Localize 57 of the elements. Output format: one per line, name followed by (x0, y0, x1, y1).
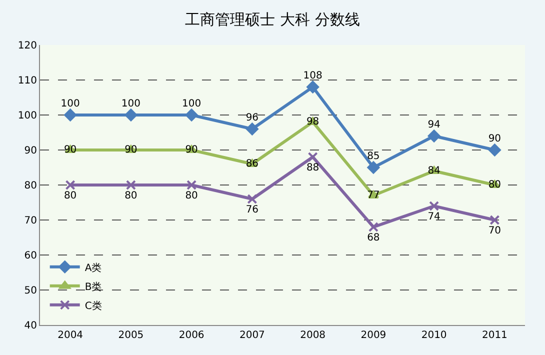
data-label: 74 (428, 212, 440, 222)
x-tick-label: 2007 (239, 330, 265, 341)
legend-label: C类 (84, 300, 102, 312)
point (126, 180, 136, 190)
point (308, 152, 318, 162)
x-tick-label: 2011 (482, 330, 508, 341)
y-tick-label: 50 (24, 286, 37, 296)
point (246, 122, 258, 136)
x-tick-label: 2004 (58, 330, 84, 341)
point (247, 194, 258, 204)
data-label: 96 (246, 112, 259, 124)
data-label: 77 (367, 190, 380, 201)
data-label: 85 (367, 151, 380, 162)
legend-label: A类 (84, 262, 102, 274)
data-label: 108 (303, 70, 322, 82)
data-label: 100 (60, 98, 80, 110)
data-label: 100 (121, 98, 140, 110)
y-tick-label: 90 (24, 146, 37, 156)
point (124, 108, 138, 122)
y-tick-label: 60 (24, 250, 37, 262)
y-tick-label: 70 (24, 216, 37, 226)
data-label: 90 (185, 144, 198, 156)
data-label: 80 (185, 190, 198, 202)
point (490, 215, 500, 225)
point (64, 108, 77, 122)
y-tick-label: 110 (18, 76, 37, 86)
data-label: 90 (64, 144, 77, 156)
x-tick-label: 2010 (421, 330, 447, 341)
data-label: 80 (64, 190, 77, 202)
point (367, 161, 380, 174)
chart-title: 工商管理硕士 大科 分数线 (185, 10, 360, 29)
x-tick-label: 2005 (118, 330, 144, 341)
y-tick-label: 80 (24, 180, 37, 192)
x-tick-label: 2008 (300, 330, 326, 341)
data-label: 76 (246, 204, 259, 216)
point (428, 130, 440, 142)
point (368, 222, 378, 232)
point (65, 180, 76, 190)
y-tick-label: 100 (18, 110, 37, 122)
point (429, 201, 440, 211)
data-label: 88 (306, 162, 320, 174)
data-label: 70 (488, 226, 502, 236)
point (185, 108, 198, 122)
data-label: 80 (124, 190, 138, 202)
y-tick-label: 40 (24, 320, 37, 332)
point (488, 144, 501, 156)
x-tick-label: 2006 (178, 330, 204, 341)
data-label: 90 (124, 144, 138, 156)
data-label: 68 (367, 232, 380, 244)
point (306, 80, 320, 94)
data-label: 100 (182, 98, 202, 110)
data-label: 84 (428, 166, 440, 176)
data-label: 94 (428, 120, 440, 130)
y-tick-label: 120 (18, 40, 37, 52)
data-label: 90 (488, 134, 502, 144)
x-tick-label: 2009 (360, 330, 386, 341)
point (186, 180, 197, 190)
